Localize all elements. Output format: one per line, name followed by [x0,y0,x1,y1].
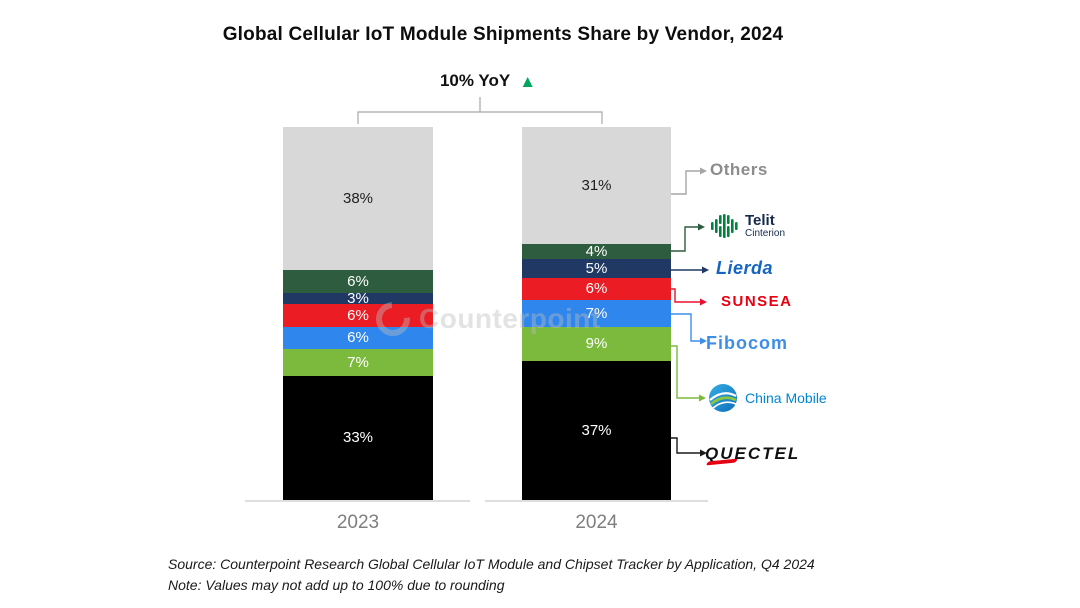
segment-sunsea-2024: 6% [522,277,671,301]
legend-item-sunsea: SUNSEA [721,293,793,310]
legend-item-lierda: Lierda [716,258,773,279]
segment-value-label: 33% [342,429,374,447]
counterpoint-logo-icon [369,295,417,343]
segment-quectel-2023: 33% [283,375,433,500]
segment-others-2023: 38% [283,127,433,271]
segment-value-label: 6% [347,272,369,290]
segment-china-mobile-2023: 7% [283,349,433,376]
legend-item-quectel: QUECTEL [705,444,801,465]
segment-value-label: 38% [342,190,374,208]
segment-quectel-2024: 37% [522,360,671,500]
note-line: Note: Values may not add up to 100% due … [168,577,505,593]
legend-item-others: Others [710,160,768,180]
footer-notes: Source: Counterpoint Research Global Cel… [168,554,815,596]
year-label-2023: 2023 [336,512,380,533]
page-title: Global Cellular IoT Module Shipments Sha… [222,24,784,45]
telit-label: Telit [745,212,775,229]
source-line: Source: Counterpoint Research Global Cel… [168,556,815,572]
others-label: Others [710,160,768,179]
yoy-label: 10% YoY [439,71,511,90]
lierda-label: Lierda [716,258,774,278]
telit-sublabel: Cinterion [745,228,786,239]
segment-lierda-2023: 3% [283,289,433,307]
segment-value-label: 6% [585,280,608,298]
segment-value-label: 5% [585,259,608,277]
fibocom-label: Fibocom [706,333,788,353]
sunsea-label: SUNSEA [721,293,793,310]
quectel-label: QUECTEL [705,444,801,463]
segment-value-label: 4% [585,242,608,260]
segment-lierda-2024: 5% [522,258,671,278]
legend-item-fibocom: Fibocom [706,333,788,354]
watermark-text: Counterpoint [419,303,601,334]
up-triangle-icon: ▲ [519,71,537,91]
segment-china-mobile-2024: 9% [522,326,671,361]
telit-logo-icon [711,214,738,238]
segment-telit-cinterion-2024: 4% [522,242,671,260]
year-label-2024: 2024 [575,512,618,533]
yoy-annotation: 10% YoY ▲ [440,71,536,91]
axis-line-2024 [485,500,708,502]
segment-sunsea-2023: 6% [283,304,433,327]
segment-value-label: 31% [581,176,612,194]
segment-telit-cinterion-2023: 6% [283,270,433,293]
china-mobile-logo-icon [709,384,737,412]
segment-value-label: 7% [585,304,608,322]
segment-value-label: 3% [347,289,369,307]
axis-line-2023 [245,500,470,502]
counterpoint-watermark: Counterpoint [369,295,601,343]
segment-value-label: 37% [581,421,612,439]
china-mobile-label: China Mobile [745,390,827,406]
segment-value-label: 9% [585,335,608,353]
segment-value-label: 6% [347,306,369,324]
legend-item-china-mobile: China Mobile [708,383,827,413]
segment-fibocom-2024: 7% [522,300,671,327]
segment-value-label: 7% [347,353,369,371]
segment-value-label: 6% [347,329,369,347]
legend-item-telit: Telit Cinterion [710,213,785,239]
segment-fibocom-2023: 6% [283,326,433,350]
segment-others-2024: 31% [522,127,671,244]
bar-2023: 38% 6% 3% 6% 6% 7% 33% [283,127,433,500]
bar-2024: 31% 4% 5% 6% 7% 9% 37% [522,127,671,500]
